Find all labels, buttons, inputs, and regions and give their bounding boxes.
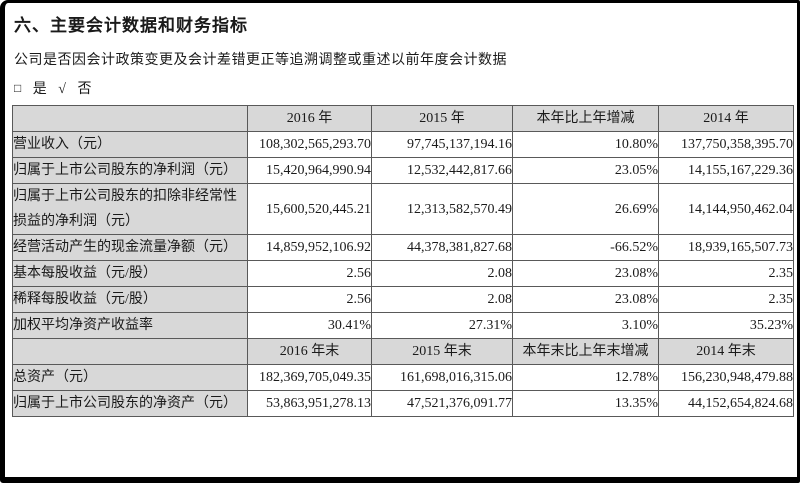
value-cell: 26.69% xyxy=(512,183,659,235)
table-row: 归属于上市公司股东的扣除非经常性损益的净利润（元） 15,600,520,445… xyxy=(12,183,794,235)
value-cell: 15,600,520,445.21 xyxy=(247,183,372,235)
value-cell: 47,521,376,091.77 xyxy=(371,390,513,417)
value-cell: 2.08 xyxy=(371,286,513,313)
corner-cell xyxy=(12,105,248,132)
value-cell: 12,532,442,817.66 xyxy=(371,157,513,184)
value-cell: 182,369,705,049.35 xyxy=(247,364,372,391)
value-cell: 2.56 xyxy=(247,286,372,313)
value-cell: 23.05% xyxy=(512,157,659,184)
value-cell: 137,750,358,395.70 xyxy=(658,131,794,158)
value-cell: 156,230,948,479.88 xyxy=(658,364,794,391)
row-label: 归属于上市公司股东的净资产（元） xyxy=(12,390,248,417)
row-label: 总资产（元） xyxy=(12,364,248,391)
table-row: 经营活动产生的现金流量净额（元） 14,859,952,106.92 44,37… xyxy=(12,234,794,261)
row-label: 归属于上市公司股东的扣除非经常性损益的净利润（元） xyxy=(12,183,248,235)
section-title: 六、主要会计数据和财务指标 xyxy=(14,16,248,35)
value-cell: 12,313,582,570.49 xyxy=(371,183,513,235)
value-cell: 15,420,964,990.94 xyxy=(247,157,372,184)
value-cell: 2.35 xyxy=(658,286,794,313)
row-label: 营业收入（元） xyxy=(12,131,248,158)
value-cell: 18,939,165,507.73 xyxy=(658,234,794,261)
value-cell: 30.41% xyxy=(247,312,372,339)
value-cell: 12.78% xyxy=(512,364,659,391)
value-cell: 53,863,951,278.13 xyxy=(247,390,372,417)
value-cell: 97,745,137,194.16 xyxy=(371,131,513,158)
table-row: 归属于上市公司股东的净资产（元） 53,863,951,278.13 47,52… xyxy=(12,390,794,417)
value-cell: 2.08 xyxy=(371,260,513,287)
row-label: 经营活动产生的现金流量净额（元） xyxy=(12,234,248,261)
document-page: 六、主要会计数据和财务指标 公司是否因会计政策变更及会计差错更正等追溯调整或重述… xyxy=(5,3,797,417)
value-cell: 14,859,952,106.92 xyxy=(247,234,372,261)
value-cell: 44,152,654,824.68 xyxy=(658,390,794,417)
col-header-2016-end: 2016 年末 xyxy=(247,338,372,365)
table-row: 归属于上市公司股东的净利润（元） 15,420,964,990.94 12,53… xyxy=(12,157,794,184)
value-cell: 2.56 xyxy=(247,260,372,287)
value-cell: 2.35 xyxy=(658,260,794,287)
table-row: 稀释每股收益（元/股） 2.56 2.08 23.08% 2.35 xyxy=(12,286,794,313)
value-cell: 27.31% xyxy=(371,312,513,339)
col-header-end-change: 本年末比上年末增减 xyxy=(512,338,659,365)
value-cell: 35.23% xyxy=(658,312,794,339)
value-cell: 161,698,016,315.06 xyxy=(371,364,513,391)
no-label: 否 xyxy=(77,82,93,97)
row-label: 归属于上市公司股东的净利润（元） xyxy=(12,157,248,184)
col-header-yoy-change: 本年比上年增减 xyxy=(512,105,659,132)
checkbox-unchecked-icon: □ xyxy=(14,81,23,95)
value-cell: 14,155,167,229.36 xyxy=(658,157,794,184)
value-cell: 13.35% xyxy=(512,390,659,417)
col-header-2014-end: 2014 年末 xyxy=(658,338,794,365)
col-header-2015: 2015 年 xyxy=(371,105,513,132)
row-label: 基本每股收益（元/股） xyxy=(12,260,248,287)
value-cell: 108,302,565,293.70 xyxy=(247,131,372,158)
value-cell: 10.80% xyxy=(512,131,659,158)
row-label: 加权平均净资产收益率 xyxy=(12,312,248,339)
value-cell: 44,378,381,827.68 xyxy=(371,234,513,261)
table-row: 加权平均净资产收益率 30.41% 27.31% 3.10% 35.23% xyxy=(12,312,794,339)
row-label: 稀释每股收益（元/股） xyxy=(12,286,248,313)
value-cell: 23.08% xyxy=(512,286,659,313)
value-cell: 3.10% xyxy=(512,312,659,339)
restatement-question: 公司是否因会计政策变更及会计差错更正等追溯调整或重述以前年度会计数据 xyxy=(14,53,507,68)
financial-indicators-table: 2016 年 2015 年 本年比上年增减 2014 年 营业收入（元） 108… xyxy=(12,105,794,417)
table-row: 基本每股收益（元/股） 2.56 2.08 23.08% 2.35 xyxy=(12,260,794,287)
period-end-header-row: 2016 年末 2015 年末 本年末比上年末增减 2014 年末 xyxy=(12,338,794,365)
value-cell: 23.08% xyxy=(512,260,659,287)
yes-label: 是 xyxy=(32,82,48,97)
col-header-2016: 2016 年 xyxy=(247,105,372,132)
corner-cell xyxy=(12,338,248,365)
value-cell: -66.52% xyxy=(512,234,659,261)
table-row: 营业收入（元） 108,302,565,293.70 97,745,137,19… xyxy=(12,131,794,158)
check-icon: √ xyxy=(58,82,67,97)
restatement-answer: □ 是 √ 否 xyxy=(14,78,791,98)
table-row: 总资产（元） 182,369,705,049.35 161,698,016,31… xyxy=(12,364,794,391)
col-header-2015-end: 2015 年末 xyxy=(371,338,513,365)
value-cell: 14,144,950,462.04 xyxy=(658,183,794,235)
col-header-2014: 2014 年 xyxy=(658,105,794,132)
annual-header-row: 2016 年 2015 年 本年比上年增减 2014 年 xyxy=(12,105,794,132)
